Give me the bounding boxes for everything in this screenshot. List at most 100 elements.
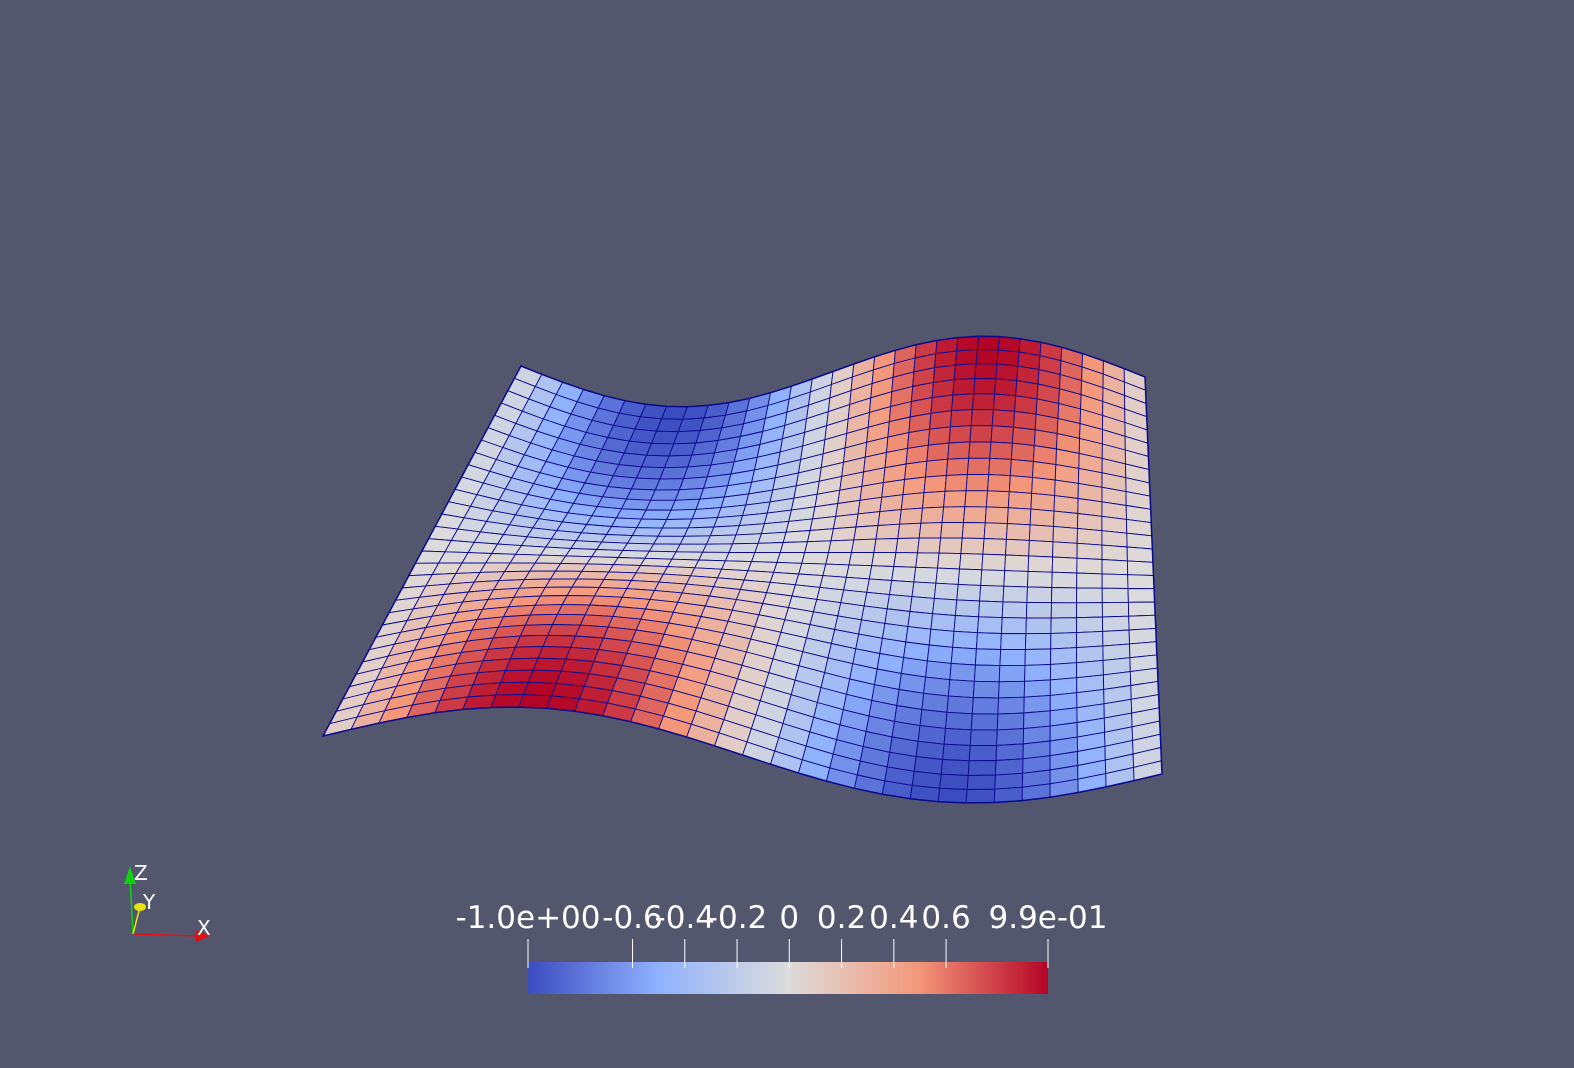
surface-cell	[913, 566, 938, 584]
surface-cell	[555, 562, 588, 572]
surface-cell	[950, 646, 977, 666]
surface-cell	[988, 457, 1012, 477]
surface-cell	[977, 616, 1003, 634]
surface-cell	[542, 634, 576, 648]
surface-cell	[915, 552, 940, 569]
surface-cell	[561, 595, 596, 606]
surface-cell	[1101, 573, 1129, 589]
surface-cell	[1006, 507, 1032, 526]
surface-cell	[1101, 601, 1130, 618]
surface-cell	[698, 551, 730, 562]
surface-cell	[1076, 616, 1104, 634]
surface-cell	[998, 680, 1026, 699]
surface-cell	[1076, 572, 1103, 589]
surface-cell	[532, 657, 567, 672]
surface-cell	[1032, 461, 1057, 481]
surface-cell	[954, 349, 978, 366]
surface-cell	[848, 551, 875, 567]
surface-cell	[985, 490, 1010, 509]
scalar-colorbar	[527, 939, 1049, 994]
surface-cell	[974, 363, 998, 380]
z-axis-label: Z	[134, 861, 148, 885]
surface-cell	[1049, 662, 1078, 681]
surface-cell	[654, 478, 685, 491]
surface-cell	[645, 499, 676, 511]
surface-cell	[1009, 458, 1034, 478]
surface-cell	[1013, 410, 1037, 431]
surface-cell	[897, 522, 922, 539]
surface-cell	[1024, 648, 1052, 666]
surface-cell	[1005, 523, 1031, 541]
surface-cell	[995, 363, 1019, 382]
surface-cell	[653, 535, 685, 545]
surface-cell	[1076, 542, 1103, 560]
surface-cell	[966, 457, 991, 476]
surface-cell	[779, 541, 808, 554]
z-axis-arrow	[124, 866, 136, 884]
surface-cell	[1002, 585, 1028, 603]
colorbar-tick-label: 0.6	[921, 900, 971, 936]
surface-cell	[671, 551, 704, 561]
surface-cell	[996, 712, 1025, 731]
surface-cell	[973, 664, 1001, 683]
surface-cell	[949, 409, 973, 428]
surface-cell	[949, 662, 976, 682]
surface-cell	[732, 533, 762, 545]
surface-cell	[735, 523, 765, 536]
surface-cell	[1052, 541, 1078, 559]
surface-cell	[1000, 617, 1027, 635]
surface-cell	[1076, 602, 1103, 619]
surface-cell	[1126, 560, 1154, 576]
colorbar-tick-label: 0.4	[869, 900, 919, 936]
surface-cell	[968, 441, 992, 459]
surface-cell	[975, 349, 999, 365]
surface-cell	[1030, 492, 1056, 512]
surface-cell	[683, 526, 715, 537]
surface-cell	[648, 543, 681, 553]
surface-cell	[1128, 627, 1157, 645]
surface-cell	[956, 335, 980, 352]
surface-cell	[537, 646, 572, 660]
surface-cell	[611, 517, 642, 529]
surface-cell	[657, 527, 689, 537]
y-axis-line	[132, 906, 141, 935]
surface-cell	[1051, 556, 1078, 574]
surface-cell	[964, 490, 988, 508]
surface-cell	[983, 522, 1008, 540]
surface-cell	[933, 582, 959, 601]
colorbar-ticks	[527, 939, 1049, 968]
surface-cell	[1128, 614, 1157, 631]
surface-cell	[670, 498, 701, 511]
surface-cell	[706, 534, 737, 545]
surface-cell	[980, 569, 1006, 587]
surface-cell	[509, 646, 544, 660]
surface-cell	[581, 563, 614, 573]
surface-cell	[617, 549, 650, 559]
surface-cell	[889, 580, 915, 598]
surface-cell	[946, 695, 974, 715]
surface-cell	[845, 564, 873, 580]
surface-cell	[547, 624, 581, 637]
surface-cell	[972, 680, 1000, 699]
surface-cell	[679, 535, 711, 545]
surface-cell	[974, 648, 1002, 667]
surface-cell	[495, 681, 529, 696]
surface-cell	[825, 551, 852, 566]
surface-cell	[1050, 617, 1078, 634]
surface-cell	[994, 378, 1018, 397]
surface-cell	[674, 487, 705, 501]
surface-cell	[987, 474, 1011, 493]
surface-cell	[904, 460, 928, 480]
surface-cell	[969, 425, 993, 443]
surface-cell	[1026, 586, 1053, 604]
orientation-axes	[124, 866, 210, 942]
surface-cell	[932, 597, 958, 616]
surface-cell	[940, 522, 964, 539]
surface-cell	[945, 711, 973, 731]
surface-cell	[995, 743, 1024, 761]
surface-cell	[1053, 510, 1079, 529]
colorbar-tick-label: -0.4	[654, 900, 716, 936]
surface-cell	[1102, 629, 1130, 647]
x-axis-arrow	[196, 930, 210, 942]
